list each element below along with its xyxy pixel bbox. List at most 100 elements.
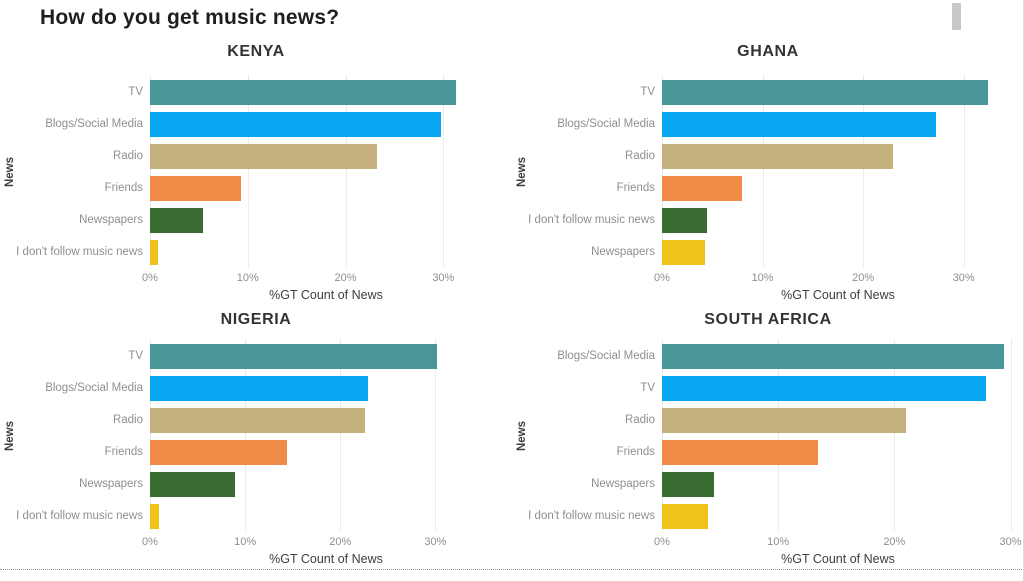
chart-ghana: GHANA News TV Blogs/Social Media Radio Frie…: [512, 36, 1023, 306]
category-label: Radio: [624, 150, 655, 162]
y-axis-title: News: [4, 156, 16, 188]
category-label: Friends: [104, 446, 143, 458]
bar-row: [150, 236, 502, 268]
x-tick-label: 30%: [432, 272, 455, 284]
chart-title-ghana: GHANA: [737, 43, 799, 60]
gridline: [345, 76, 347, 268]
plot-area: [150, 340, 502, 532]
chart-body: News TV Blogs/Social Media Radio Friends I d…: [512, 76, 1023, 268]
x-axis-title-row: %GT Count of News: [512, 550, 1023, 566]
category-label: Blogs/Social Media: [45, 118, 143, 130]
category-label: TV: [640, 382, 655, 394]
gridline: [762, 76, 764, 268]
bar-blogs-social-media[interactable]: [150, 375, 368, 401]
bar-blogs-social-media[interactable]: [150, 111, 442, 137]
category-label: Friends: [616, 446, 655, 458]
x-axis-title-row: %GT Count of News: [512, 286, 1023, 302]
category-labels: TV Blogs/Social Media Radio Friends I don't …: [528, 76, 662, 268]
y-axis-title-column: News: [512, 340, 532, 532]
bar-newspapers[interactable]: [662, 239, 706, 265]
x-tick-label: 10%: [236, 272, 259, 284]
x-axis-row: 0% 10% 20% 30%: [0, 268, 512, 286]
category-label: Radio: [112, 150, 143, 162]
bar-row: [150, 140, 502, 172]
gridline: [435, 340, 437, 532]
chart-title-south-africa: SOUTH AFRICA: [704, 311, 832, 328]
plot-area: [662, 340, 1014, 532]
bar-i-don-t-follow-music-news[interactable]: [662, 207, 708, 233]
x-axis: 0% 10% 20% 30%: [654, 536, 1021, 550]
bar-friends[interactable]: [662, 175, 743, 201]
y-axis-title: News: [516, 420, 528, 452]
bar-row: [662, 236, 1014, 268]
x-axis-row: 0% 10% 20% 30%: [512, 268, 1023, 286]
bar-friends[interactable]: [150, 439, 287, 465]
bar-friends[interactable]: [150, 175, 241, 201]
bar-i-don-t-follow-music-news[interactable]: [150, 503, 159, 529]
category-label: Newspapers: [591, 478, 655, 490]
gridline: [894, 340, 896, 532]
chart-title-nigeria: NIGERIA: [220, 311, 292, 328]
bar-row: [662, 140, 1014, 172]
bar-tv[interactable]: [150, 79, 457, 105]
plot-area: [150, 76, 502, 268]
bar-radio[interactable]: [150, 143, 377, 169]
x-tick-label: 0%: [654, 272, 670, 284]
x-axis-title: %GT Count of News: [269, 552, 383, 566]
bar-radio[interactable]: [662, 143, 894, 169]
gridline: [247, 76, 249, 268]
charts-grid: KENYA News TV Blogs/Social Media Radio Frie…: [0, 36, 1023, 570]
bar-row: [150, 372, 502, 404]
bar-row: [150, 436, 502, 468]
category-label: Blogs/Social Media: [557, 350, 655, 362]
bar-row: [150, 76, 502, 108]
gridline: [662, 340, 663, 532]
bar-row: [662, 340, 1014, 372]
bar-newspapers[interactable]: [662, 471, 715, 497]
category-label: Blogs/Social Media: [557, 118, 655, 130]
bar-row: [662, 404, 1014, 436]
category-label: Newspapers: [591, 246, 655, 258]
gridline: [1010, 340, 1012, 532]
x-tick-label: 30%: [952, 272, 975, 284]
bar-row: [662, 372, 1014, 404]
bar-tv[interactable]: [662, 375, 987, 401]
category-label: I don't follow music news: [16, 246, 143, 258]
y-axis-title: News: [4, 420, 16, 452]
bar-i-don-t-follow-music-news[interactable]: [662, 503, 709, 529]
x-tick-label: 0%: [142, 536, 158, 548]
bar-blogs-social-media[interactable]: [662, 111, 936, 137]
gridline: [778, 340, 780, 532]
bar-tv[interactable]: [662, 79, 988, 105]
bar-row: [662, 500, 1014, 532]
bar-radio[interactable]: [662, 407, 906, 433]
page-title: How do you get music news?: [40, 6, 340, 29]
bar-row: [150, 340, 502, 372]
bar-newspapers[interactable]: [150, 207, 203, 233]
bar-row: [662, 76, 1014, 108]
x-axis-title: %GT Count of News: [781, 552, 895, 566]
y-axis-title-column: News: [0, 340, 20, 532]
x-tick-label: 0%: [142, 272, 158, 284]
vertical-scrollbar-thumb[interactable]: [952, 3, 961, 30]
bar-row: [150, 204, 502, 236]
chart-body: News Blogs/Social Media TV Radio Friends New…: [512, 340, 1023, 532]
y-axis-title-column: News: [0, 76, 20, 268]
bar-newspapers[interactable]: [150, 471, 235, 497]
x-tick-label: 0%: [654, 536, 670, 548]
bar-i-don-t-follow-music-news[interactable]: [150, 239, 158, 265]
gridline: [245, 340, 247, 532]
category-labels: TV Blogs/Social Media Radio Friends Newspape…: [16, 76, 150, 268]
category-labels: Blogs/Social Media TV Radio Friends Newspape…: [528, 340, 662, 532]
chart-nigeria: NIGERIA News TV Blogs/Social Media Radio Fr…: [0, 306, 512, 570]
bar-radio[interactable]: [150, 407, 365, 433]
category-label: Radio: [624, 414, 655, 426]
bar-friends[interactable]: [662, 439, 818, 465]
category-labels: TV Blogs/Social Media Radio Friends Newspape…: [16, 340, 150, 532]
gridline: [863, 76, 865, 268]
bar-blogs-social-media[interactable]: [662, 343, 1004, 369]
bar-tv[interactable]: [150, 343, 438, 369]
bar-row: [150, 468, 502, 500]
gridline: [150, 340, 151, 532]
